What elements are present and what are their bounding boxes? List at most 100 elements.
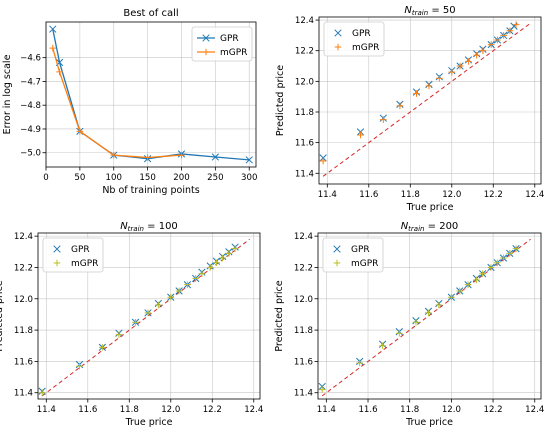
marker-plus — [465, 58, 472, 65]
point-mgpr — [487, 41, 495, 48]
x-tick-label: 50 — [74, 173, 85, 183]
marker-plus — [412, 318, 420, 326]
x-tick-label: 100 — [106, 173, 122, 183]
y-tick-label: 12.2 — [294, 263, 313, 273]
y-tick-label: 11.4 — [14, 389, 33, 399]
marker-plus — [206, 264, 214, 271]
marker-plus — [448, 68, 456, 76]
marker-plus — [493, 259, 501, 267]
point-mgpr — [184, 281, 191, 288]
point-mgpr — [448, 68, 456, 76]
y-tick-label: 12.4 — [14, 232, 33, 242]
point-mgpr — [231, 245, 239, 252]
point-mgpr — [206, 264, 214, 271]
y-tick-label: 12.4 — [294, 232, 313, 242]
point-mgpr — [175, 287, 183, 295]
y-tick-label: 12.0 — [14, 295, 33, 305]
point-mgpr — [192, 275, 199, 282]
point-mgpr — [512, 245, 520, 252]
y-tick-label: 11.8 — [295, 108, 314, 118]
point-mgpr — [178, 151, 185, 159]
title-subscript: train — [408, 225, 424, 233]
marker-plus — [115, 331, 123, 339]
legend: GPR mGPR — [42, 237, 104, 273]
marker-plus — [395, 329, 403, 337]
x-tick-label: 11.4 — [318, 190, 337, 200]
y-axis-label: Predicted price — [275, 65, 286, 136]
marker-plus — [356, 359, 363, 367]
point-mgpr — [319, 157, 327, 165]
x-tick-label: 12.2 — [483, 405, 502, 415]
y-tick-label: −4.9 — [20, 125, 41, 135]
title-subscript: train — [412, 9, 428, 17]
x-tick-label: 12.4 — [244, 405, 263, 415]
title-n: N — [120, 221, 128, 232]
plot-area — [319, 21, 531, 177]
y-axis-label: Predicted price — [0, 280, 5, 351]
point-mgpr — [512, 21, 520, 28]
series-line-mgpr — [52, 47, 182, 159]
point-mgpr — [115, 331, 123, 339]
point-mgpr — [198, 270, 206, 278]
marker-plus — [435, 301, 443, 309]
marker-plus — [448, 293, 455, 301]
chart-title: Ntrain = 200 — [401, 221, 459, 233]
point-mgpr — [318, 386, 326, 393]
plot-area — [318, 238, 531, 397]
point-gpr — [211, 153, 220, 161]
point-mgpr — [506, 27, 514, 35]
point-mgpr — [380, 116, 387, 123]
point-mgpr — [500, 254, 507, 262]
legend: GPR mGPR — [191, 26, 253, 62]
point-mgpr — [494, 36, 501, 44]
marker-plus — [357, 131, 364, 139]
marker-plus — [192, 275, 199, 282]
axes-frame — [45, 21, 257, 168]
point-mgpr — [506, 250, 514, 257]
point-mgpr — [396, 102, 404, 110]
marker-plus — [425, 82, 433, 90]
x-tick-label: 12.2 — [203, 405, 222, 415]
y-tick-label: 12.0 — [294, 295, 313, 305]
marker-plus — [380, 116, 387, 123]
point-mgpr — [219, 254, 226, 262]
point-mgpr — [448, 293, 455, 301]
marker-plus — [512, 245, 520, 252]
x-tick-label: 12.2 — [484, 190, 503, 200]
point-mgpr — [436, 74, 443, 82]
marker-plus — [506, 27, 514, 35]
y-tick-label: 12.2 — [295, 47, 314, 57]
point-mgpr — [99, 344, 106, 351]
marker-plus — [76, 362, 83, 370]
plot-area — [38, 238, 250, 397]
marker-x — [245, 156, 253, 164]
legend-label: GPR — [352, 29, 371, 39]
point-mgpr — [167, 293, 175, 301]
marker-plus — [319, 157, 327, 165]
marker-plus — [155, 301, 162, 309]
x-tick-label: 12.0 — [161, 405, 180, 415]
point-mgpr — [479, 270, 486, 278]
legend-marker-x — [333, 245, 341, 253]
x-tick-label: 11.6 — [78, 405, 97, 415]
point-mgpr — [473, 276, 480, 284]
legend: GPR mGPR — [322, 237, 384, 273]
marker-plus — [500, 254, 507, 262]
marker-plus — [38, 389, 46, 397]
legend-label: mGPR — [351, 259, 378, 269]
point-mgpr — [425, 309, 432, 317]
marker-plus — [487, 41, 495, 48]
legend-marker-x — [202, 34, 210, 42]
x-tick-label: 300 — [241, 173, 257, 183]
chart-title: Ntrain = 100 — [120, 221, 178, 233]
point-mgpr — [144, 154, 151, 161]
y-tick-label: −4.8 — [20, 101, 41, 111]
point-mgpr — [425, 82, 433, 90]
legend-marker-x — [334, 29, 342, 37]
point-mgpr — [493, 259, 501, 267]
legend-marker-x — [53, 245, 61, 253]
marker-plus — [464, 281, 472, 288]
legend: GPR mGPR — [323, 21, 385, 57]
